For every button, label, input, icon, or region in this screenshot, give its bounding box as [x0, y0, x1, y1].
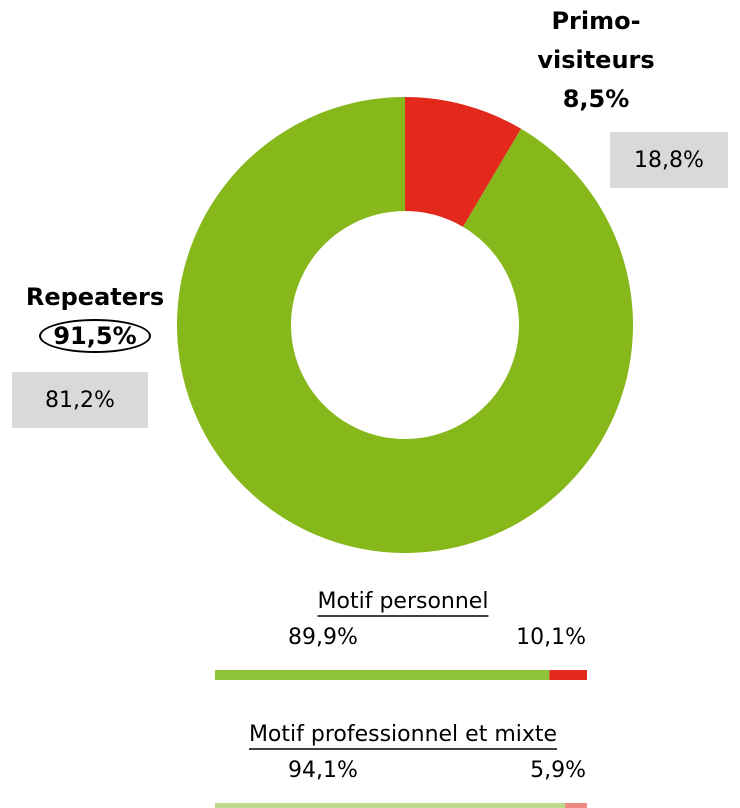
category-label: Repeaters — [25, 283, 165, 311]
reference-label: 81,2% — [45, 387, 115, 413]
donut-slice — [405, 97, 522, 227]
value-label: 91,5% — [39, 319, 151, 353]
value-label: 5,9% — [530, 758, 586, 783]
bar-title: Motif professionnel et mixte — [249, 722, 557, 747]
reference-box: 18,8% — [610, 132, 728, 188]
reference-label: 18,8% — [634, 147, 704, 173]
bar-segment — [215, 670, 550, 680]
value-label: 89,9% — [288, 625, 358, 650]
donut-slice — [177, 97, 634, 553]
value-label: 8,5% — [562, 85, 630, 113]
bar-segment — [565, 803, 587, 808]
value-label: 94,1% — [288, 758, 358, 783]
bar-segment — [549, 670, 587, 680]
slice-label: Primo-visiteurs 8,5% — [535, 2, 657, 119]
reference-box: 81,2% — [12, 372, 148, 428]
category-label: Primo-visiteurs — [537, 7, 655, 74]
value-label: 10,1% — [516, 625, 586, 650]
bar-segment — [215, 803, 566, 808]
bar-title: Motif personnel — [318, 589, 489, 614]
slice-label: Repeaters 91,5% — [0, 278, 190, 356]
